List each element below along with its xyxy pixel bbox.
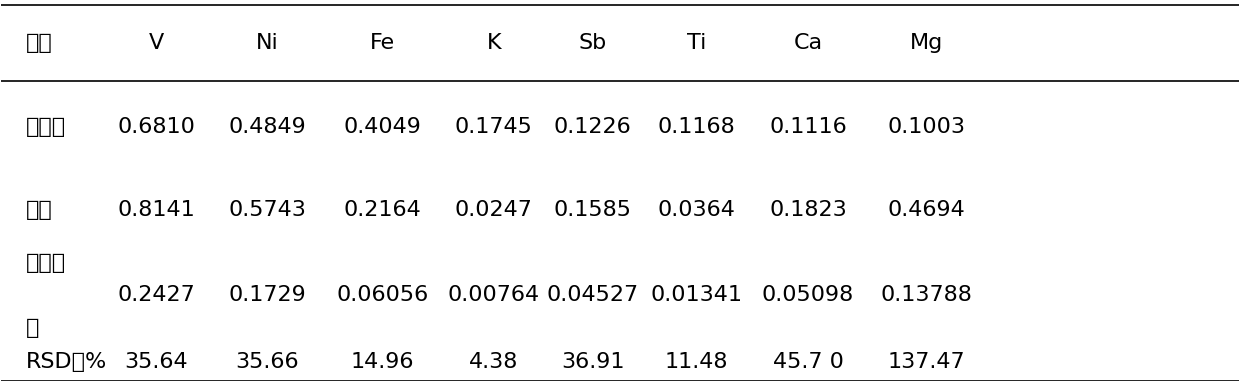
Text: Fe: Fe (370, 33, 396, 53)
Text: 0.13788: 0.13788 (880, 285, 972, 305)
Text: 0.2427: 0.2427 (117, 285, 195, 305)
Text: 36.91: 36.91 (560, 352, 625, 372)
Text: 0.1116: 0.1116 (769, 117, 847, 136)
Text: 35.64: 35.64 (124, 352, 187, 372)
Text: 0.8141: 0.8141 (117, 200, 195, 220)
Text: RSD，%: RSD，% (26, 352, 108, 372)
Text: 0.2164: 0.2164 (343, 200, 422, 220)
Text: 0.1745: 0.1745 (455, 117, 533, 136)
Text: 0.0364: 0.0364 (657, 200, 735, 220)
Text: 0.4694: 0.4694 (888, 200, 966, 220)
Text: 0.4049: 0.4049 (343, 117, 422, 136)
Text: 元素: 元素 (26, 33, 53, 53)
Text: 0.04527: 0.04527 (547, 285, 639, 305)
Text: 0.1003: 0.1003 (888, 117, 966, 136)
Text: V: V (149, 33, 164, 53)
Text: 0.1823: 0.1823 (769, 200, 847, 220)
Text: 0.6810: 0.6810 (117, 117, 195, 136)
Text: 45.7 0: 45.7 0 (773, 352, 843, 372)
Text: 0.06056: 0.06056 (336, 285, 429, 305)
Text: Ti: Ti (687, 33, 707, 53)
Text: 0.4849: 0.4849 (228, 117, 306, 136)
Text: 0.1168: 0.1168 (658, 117, 735, 136)
Text: 137.47: 137.47 (888, 352, 966, 372)
Text: 14.96: 14.96 (351, 352, 414, 372)
Text: 11.48: 11.48 (665, 352, 728, 372)
Text: 0.01341: 0.01341 (651, 285, 743, 305)
Text: 0.1585: 0.1585 (554, 200, 632, 220)
Text: 0.1226: 0.1226 (554, 117, 631, 136)
Text: 0.00764: 0.00764 (448, 285, 539, 305)
Text: 差: 差 (26, 317, 40, 338)
Text: 0.5743: 0.5743 (228, 200, 306, 220)
Text: Mg: Mg (910, 33, 944, 53)
Text: 0.1729: 0.1729 (228, 285, 306, 305)
Text: 标准偏: 标准偏 (26, 253, 66, 273)
Text: Ni: Ni (255, 33, 279, 53)
Text: 4.38: 4.38 (469, 352, 518, 372)
Text: Sb: Sb (579, 33, 606, 53)
Text: 平均值: 平均值 (26, 117, 66, 136)
Text: 0.0247: 0.0247 (455, 200, 533, 220)
Text: K: K (486, 33, 501, 53)
Text: 0.05098: 0.05098 (761, 285, 854, 305)
Text: 35.66: 35.66 (236, 352, 299, 372)
Text: 极差: 极差 (26, 200, 53, 220)
Text: Ca: Ca (794, 33, 822, 53)
